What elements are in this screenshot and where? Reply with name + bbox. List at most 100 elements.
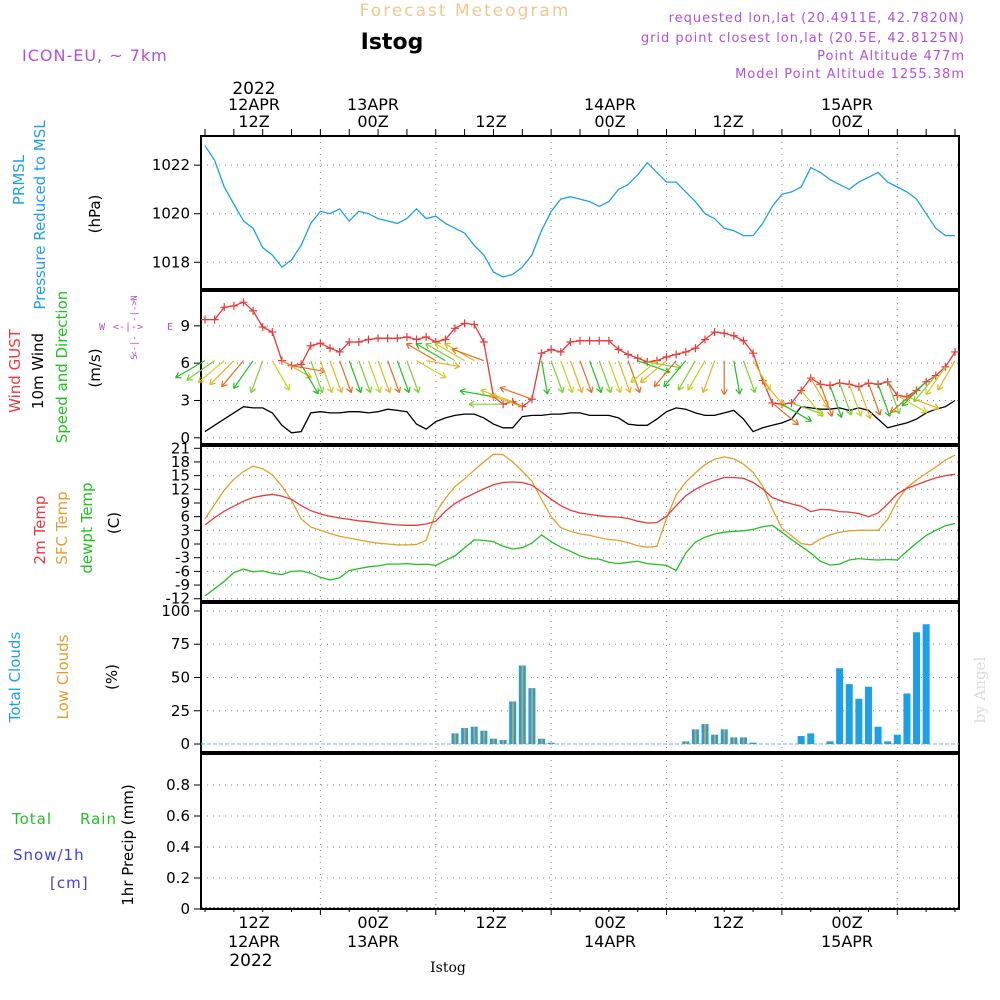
total-label: Total bbox=[11, 810, 52, 828]
wind-arrow bbox=[233, 360, 254, 389]
wind-arrow bbox=[630, 360, 658, 383]
wind-arrow-head bbox=[875, 408, 882, 416]
y-tick-label: 100 bbox=[161, 602, 190, 620]
wind-arrow-head bbox=[625, 386, 632, 394]
panel-frame bbox=[200, 753, 960, 910]
wind-arrow-head bbox=[567, 386, 575, 394]
gust-marker bbox=[441, 335, 450, 344]
low-cloud-bar bbox=[492, 738, 495, 745]
total-cloud-bar bbox=[749, 742, 757, 745]
gust-marker bbox=[354, 338, 363, 346]
wind-arrow-head bbox=[596, 386, 603, 394]
wind-arrow-head bbox=[639, 376, 647, 384]
wind-arrow bbox=[406, 343, 437, 362]
wind-arrow-head bbox=[394, 386, 402, 394]
wind-arrow bbox=[415, 343, 446, 362]
wind-arrow-head bbox=[346, 386, 353, 394]
total-cloud-bar bbox=[922, 624, 930, 745]
wind-arrow bbox=[197, 360, 225, 383]
gust-marker bbox=[797, 386, 806, 395]
wind-arrow bbox=[291, 365, 326, 373]
gust-marker bbox=[527, 395, 536, 404]
gust-marker bbox=[402, 333, 411, 342]
wind-arrow-head bbox=[434, 342, 442, 350]
y-tick-label: -12 bbox=[166, 590, 191, 608]
bottom-hour-4: 00Z bbox=[594, 913, 625, 932]
wind-arrow bbox=[937, 360, 956, 391]
wind-arrow-head bbox=[634, 386, 642, 394]
top-day-2: 13APR bbox=[347, 95, 399, 114]
wind-arrow bbox=[800, 390, 824, 417]
wind-arrow bbox=[426, 360, 460, 368]
wind-arrow-head bbox=[175, 372, 182, 379]
wind-arrow-head bbox=[543, 388, 551, 395]
wind-arrow bbox=[499, 387, 533, 400]
wind-arrow bbox=[887, 381, 900, 414]
bottom-hour-2: 00Z bbox=[357, 913, 388, 932]
snow-unit: [cm] bbox=[50, 874, 89, 892]
wind-arrow-head bbox=[439, 372, 447, 379]
wind-arrow bbox=[451, 348, 485, 362]
point-altitude: Point Altitude 477m bbox=[817, 49, 965, 64]
total-cloud-bar bbox=[845, 684, 853, 745]
wind-arrow-head bbox=[925, 388, 932, 396]
gust-label: Wind GUST bbox=[6, 328, 24, 413]
wind-arrow bbox=[281, 360, 312, 379]
wind-arrow bbox=[319, 360, 333, 393]
wind-arrow-head bbox=[197, 376, 205, 384]
wind-arrow bbox=[640, 360, 667, 383]
low-cloud-bar bbox=[483, 730, 485, 745]
wind-arrow bbox=[819, 384, 833, 417]
y-tick-label: 0 bbox=[180, 535, 190, 553]
low-cloud-bar bbox=[723, 729, 726, 745]
pressure-line bbox=[204, 145, 955, 278]
wind-arrow-head bbox=[415, 342, 422, 350]
gust-marker bbox=[364, 335, 373, 344]
wind-arrow-head bbox=[937, 384, 944, 391]
wind-arrow-head bbox=[336, 386, 344, 394]
gust-marker bbox=[210, 315, 219, 324]
gust-marker bbox=[460, 319, 469, 328]
footer-location: Istog bbox=[430, 960, 466, 976]
wind-arrow bbox=[653, 360, 677, 388]
clouds-unit: (%) bbox=[103, 664, 121, 690]
wind-arrow bbox=[617, 360, 631, 393]
low-cloud-bar bbox=[502, 740, 505, 745]
wind-arrow bbox=[175, 360, 206, 379]
wind-arrow-head bbox=[355, 386, 363, 394]
wind-arrow bbox=[897, 394, 928, 414]
wind-dir-label: Speed and Direction bbox=[53, 291, 71, 444]
grid-point-coords: grid point closest lon,lat (20.5E, 42.81… bbox=[641, 31, 965, 46]
wind-arrow bbox=[791, 402, 824, 416]
gust-marker bbox=[595, 336, 604, 345]
y-tick-label: -6 bbox=[175, 562, 190, 580]
gust-marker bbox=[201, 315, 209, 324]
wind-arrow-head bbox=[913, 395, 920, 403]
compass-w: W bbox=[99, 322, 106, 333]
wind-arrow-head bbox=[855, 410, 863, 417]
panel-precip: 0 0.2 0.4 0.6 0.8 bbox=[166, 753, 960, 918]
gust-marker bbox=[749, 349, 758, 358]
y-tick-label: 6 bbox=[180, 508, 190, 526]
wind-arrow bbox=[579, 360, 593, 393]
top-year: 2022 bbox=[232, 79, 275, 99]
total-cloud-bar bbox=[884, 741, 892, 745]
wind-arrow bbox=[677, 360, 696, 391]
wind-arrow-head bbox=[413, 386, 421, 394]
bottom-day-2: 13APR bbox=[347, 932, 399, 951]
temp-2m-line bbox=[204, 473, 956, 526]
compass-n: N bbox=[130, 295, 140, 300]
wind-arrow-head bbox=[186, 374, 193, 381]
top-hour-6: 00Z bbox=[831, 112, 862, 131]
wind-arrow-head bbox=[720, 389, 728, 395]
wind-arrow bbox=[627, 360, 641, 393]
total-cloud-bar bbox=[826, 741, 834, 745]
wind-unit: (m/s) bbox=[86, 348, 104, 387]
gust-marker bbox=[566, 338, 575, 346]
compass-s: S bbox=[130, 354, 140, 359]
wind-arrow bbox=[925, 366, 946, 396]
wind-arrow bbox=[396, 360, 410, 393]
wind-arrow-head bbox=[249, 386, 257, 394]
low-cloud-bar bbox=[531, 688, 533, 745]
